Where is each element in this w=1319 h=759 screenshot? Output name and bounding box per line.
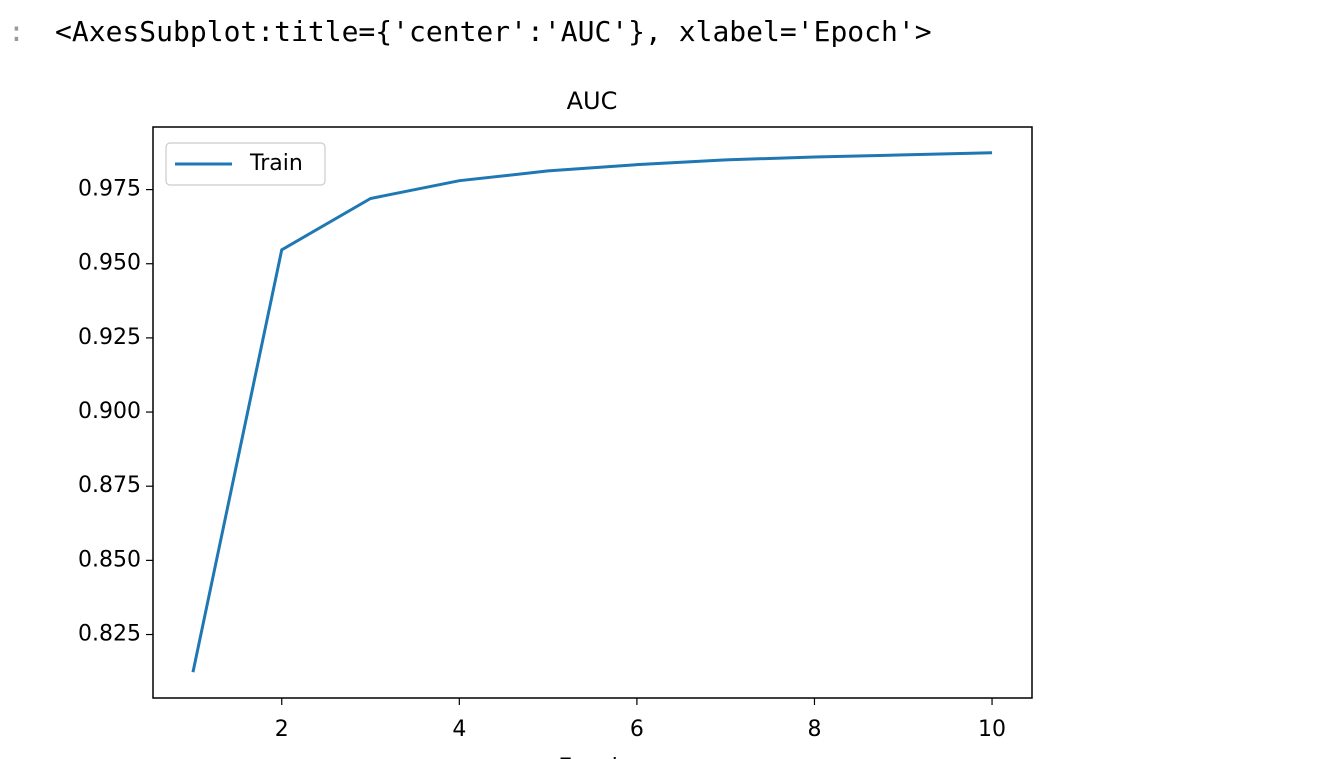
output-text: <AxesSubplot:title={'center':'AUC'}, xla… bbox=[55, 15, 932, 48]
x-axis-label: Epoch bbox=[558, 755, 625, 759]
prompt: : bbox=[8, 15, 25, 48]
y-tick-label: 0.850 bbox=[78, 547, 141, 572]
x-tick-label: 4 bbox=[452, 717, 466, 742]
y-tick-label: 0.900 bbox=[78, 399, 141, 424]
y-tick-label: 0.925 bbox=[78, 325, 141, 350]
y-tick-label: 0.975 bbox=[78, 177, 141, 202]
x-tick-label: 2 bbox=[275, 717, 289, 742]
x-tick-label: 6 bbox=[630, 717, 644, 742]
y-tick-label: 0.950 bbox=[78, 251, 141, 276]
y-tick-label: 0.875 bbox=[78, 473, 141, 498]
chart-title: AUC bbox=[567, 87, 618, 115]
x-tick-label: 10 bbox=[978, 717, 1006, 742]
plot-frame bbox=[152, 126, 1033, 699]
line bbox=[191, 151, 993, 673]
legend-box bbox=[165, 142, 326, 186]
y-tick-label: 0.825 bbox=[78, 622, 141, 647]
x-tick-label: 8 bbox=[807, 717, 821, 742]
legend-label: Train bbox=[249, 151, 303, 176]
